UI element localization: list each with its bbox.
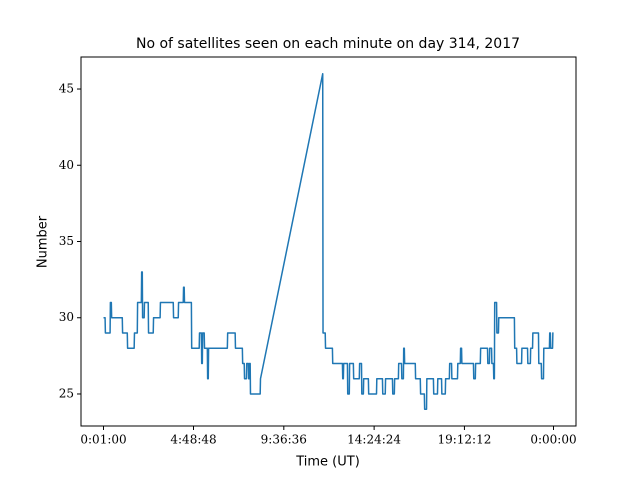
chart-title: No of satellites seen on each minute on … [136,36,520,52]
y-tick-label: 40 [59,158,74,172]
x-tick-label: 14:24:24 [347,433,401,447]
x-tick-label: 9:36:36 [261,433,307,447]
y-tick-label: 25 [59,386,74,400]
y-tick-label: 45 [59,82,74,96]
x-tick-label: 4:48:48 [170,433,216,447]
x-tick-label: 19:12:12 [437,433,491,447]
x-tick-label: 0:00:00 [530,433,576,447]
data-line [103,73,554,410]
y-tick-label: 35 [59,234,74,248]
x-axis-label: Time (UT) [295,455,360,470]
y-tick-label: 30 [59,310,74,324]
plot-frame [80,56,577,427]
y-axis-label: Number [36,215,51,268]
x-tick-label: 0:01:00 [80,433,126,447]
